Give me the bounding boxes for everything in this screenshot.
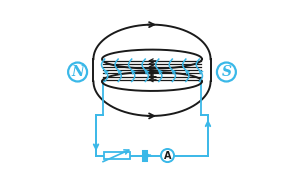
Text: N: N xyxy=(71,65,84,79)
Text: A: A xyxy=(164,150,171,160)
FancyBboxPatch shape xyxy=(104,152,130,159)
Text: S: S xyxy=(221,65,231,79)
